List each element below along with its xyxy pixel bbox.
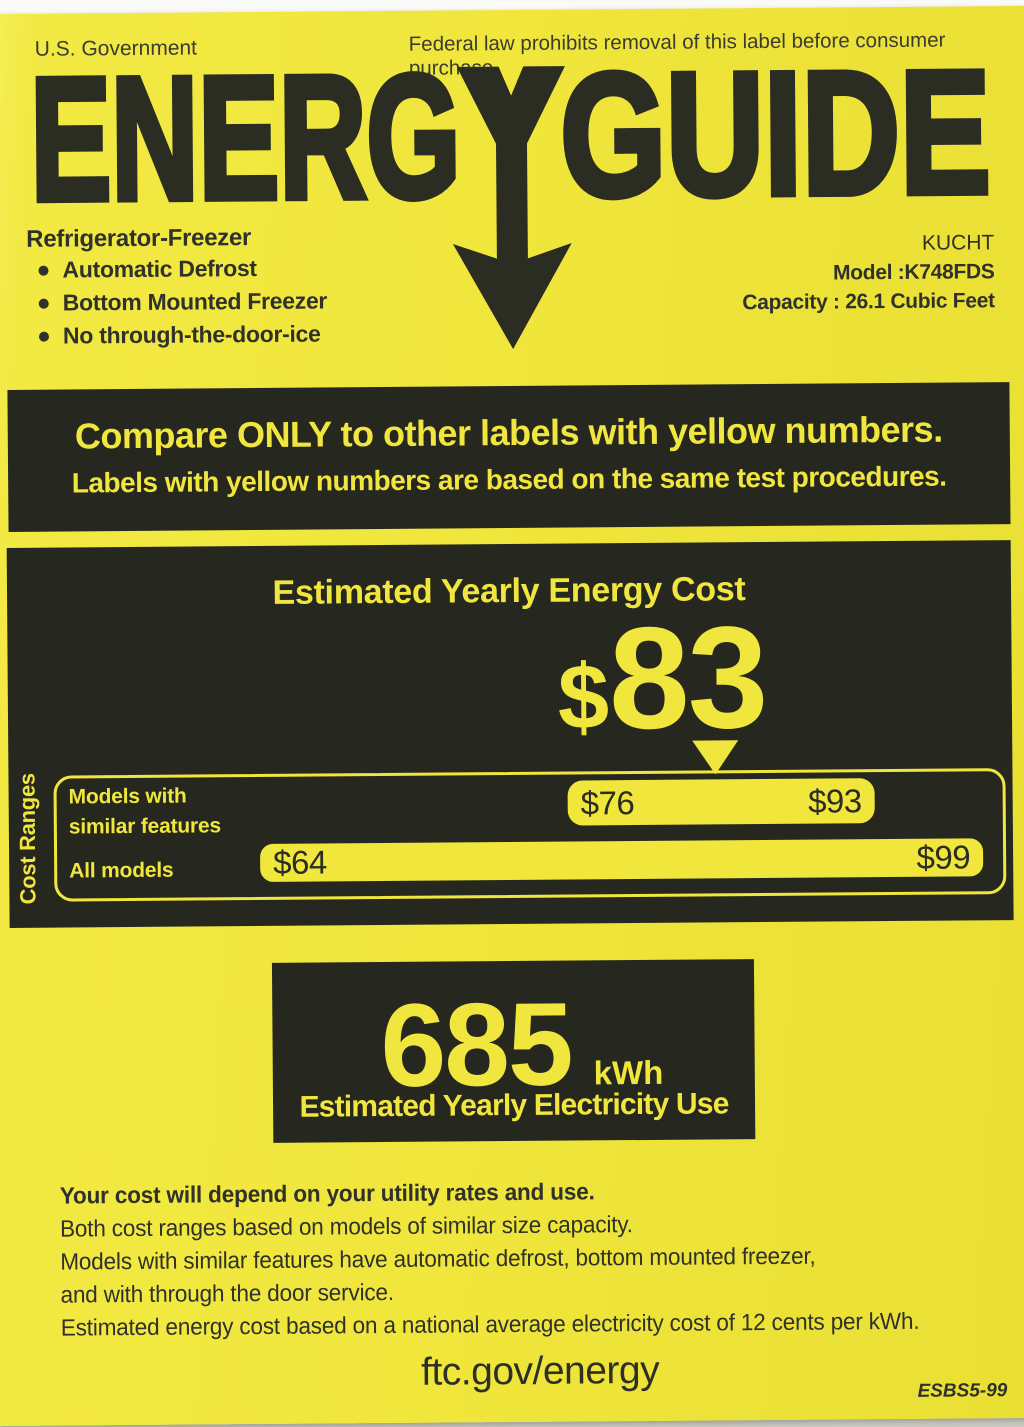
all-models-range-bar: $64 $99 (259, 838, 984, 882)
energyguide-logo: ENERG GUIDE (27, 62, 997, 380)
model-number: Model :K748FDS (832, 260, 995, 285)
energy-guide-label: U.S. Government Federal law prohibits re… (0, 5, 1024, 1427)
footnote-line: Estimated energy cost based on a nationa… (60, 1307, 920, 1341)
estimated-cost-value: $83 (557, 596, 766, 759)
similar-range-max: $93 (807, 781, 862, 820)
similar-range-min: $76 (580, 783, 635, 821)
compare-banner-line1: Compare ONLY to other labels with yellow… (74, 408, 943, 457)
logo-text-guide: GUIDE (560, 62, 992, 233)
all-range-max: $99 (916, 838, 971, 876)
cost-ranges-axis-label: Cost Ranges (14, 773, 41, 905)
electricity-use-caption: Estimated Yearly Electricity Use (299, 1087, 729, 1124)
kwh-unit: kWh (593, 1053, 664, 1092)
feature-item: Bottom Mounted Freezer (38, 284, 328, 319)
logo-text-energ: ENERG (30, 62, 462, 238)
bullet-icon (38, 265, 49, 276)
energyguide-logo-art: ENERG GUIDE (27, 62, 995, 350)
feature-list: Automatic Defrost Bottom Mounted Freezer… (38, 251, 327, 352)
us-government-text: U.S. Government (34, 36, 198, 61)
brand-name: KUCHT (921, 231, 995, 255)
compare-banner-line2: Labels with yellow numbers are based on … (71, 460, 947, 499)
footnotes-block: Your cost will depend on your utility ra… (60, 1173, 920, 1345)
bullet-icon (38, 331, 50, 342)
ftc-url: ftc.gov/energy (420, 1348, 660, 1394)
bullet-icon (38, 298, 49, 309)
similar-models-label-line2: similar features (68, 814, 221, 839)
feature-item: Automatic Defrost (38, 251, 327, 286)
capacity-value: Capacity : 26.1 Cubic Feet (742, 289, 995, 315)
feature-item: No through-the-door-ice (38, 317, 328, 352)
down-arrow-icon (452, 66, 572, 350)
cost-panel-title: Estimated Yearly Energy Cost (272, 570, 746, 612)
compare-banner: Compare ONLY to other labels with yellow… (7, 382, 1011, 532)
all-models-label: All models (69, 858, 174, 883)
footnote-line: Models with similar features have automa… (60, 1242, 816, 1275)
similar-models-range-bar: $76 $93 (567, 778, 875, 826)
feature-label: No through-the-door-ice (62, 320, 321, 349)
electricity-use-panel: 685 kWh Estimated Yearly Electricity Use (271, 959, 756, 1143)
yearly-energy-cost-panel: Estimated Yearly Energy Cost $83 Cost Ra… (6, 540, 1014, 928)
feature-label: Bottom Mounted Freezer (62, 287, 328, 316)
feature-label: Automatic Defrost (62, 255, 257, 283)
electricity-use-value: 685 kWh (380, 979, 664, 1112)
all-range-min: $64 (272, 843, 327, 881)
similar-models-label-line1: Models with (68, 784, 187, 809)
cost-amount: 83 (608, 596, 767, 760)
label-code: ESBS5-99 (917, 1380, 1008, 1402)
appliance-category: Refrigerator-Freezer (26, 224, 252, 253)
currency-sign: $ (557, 646, 610, 749)
brand-block: KUCHT Model :K748FDS Capacity : 26.1 Cub… (742, 228, 995, 317)
